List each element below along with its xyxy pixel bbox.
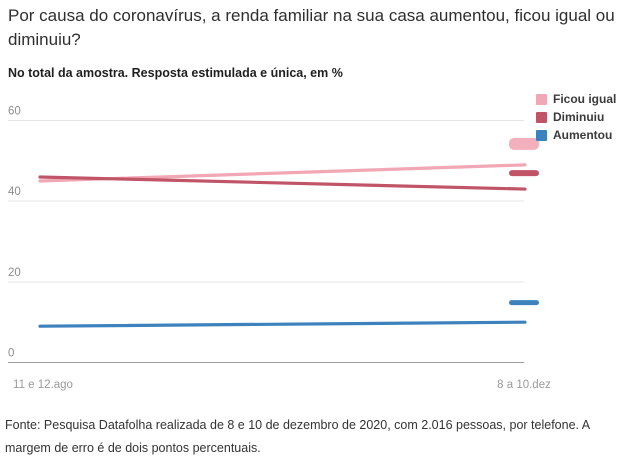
legend-item-diminuiu[interactable]: Diminuiu	[536, 108, 616, 126]
y-tick-label: 60	[8, 106, 21, 118]
x-tick-label: 8 a 10.dez	[497, 379, 551, 391]
y-tick-label: 0	[8, 348, 14, 360]
legend-swatch-icon	[536, 129, 547, 141]
legend-label: Ficou igual	[553, 92, 617, 106]
legend-swatch-icon	[536, 93, 547, 105]
end-value-marker-diminuiu	[509, 170, 539, 177]
series-line-diminuiu[interactable]	[38, 175, 527, 191]
y-tick-label: 20	[8, 267, 21, 279]
line-chart: 0 20 40 60 11 e 12.ago 8 a 10.dez	[8, 106, 551, 391]
end-value-marker-aumentou	[509, 300, 539, 306]
legend-item-aumentou[interactable]: Aumentou	[536, 126, 616, 144]
series-line-aumentou[interactable]	[38, 320, 527, 328]
x-tick-label: 11 e 12.ago	[13, 379, 73, 391]
chart-title: Por causa do coronavírus, a renda famili…	[8, 6, 615, 49]
source-note: Fonte: Pesquisa Datafolha realizada de 8…	[5, 418, 590, 455]
chart-subtitle: No total da amostra. Resposta estimulada…	[8, 66, 343, 80]
chart-legend: Ficou igual Diminuiu Aumentou	[536, 90, 616, 144]
legend-item-ficou-igual[interactable]: Ficou igual	[536, 90, 616, 108]
y-tick-label: 40	[8, 186, 21, 198]
legend-label: Aumentou	[553, 128, 613, 142]
legend-swatch-icon	[536, 111, 547, 123]
legend-label: Diminuiu	[553, 110, 605, 124]
end-value-marker-ficou-igual	[509, 137, 539, 150]
